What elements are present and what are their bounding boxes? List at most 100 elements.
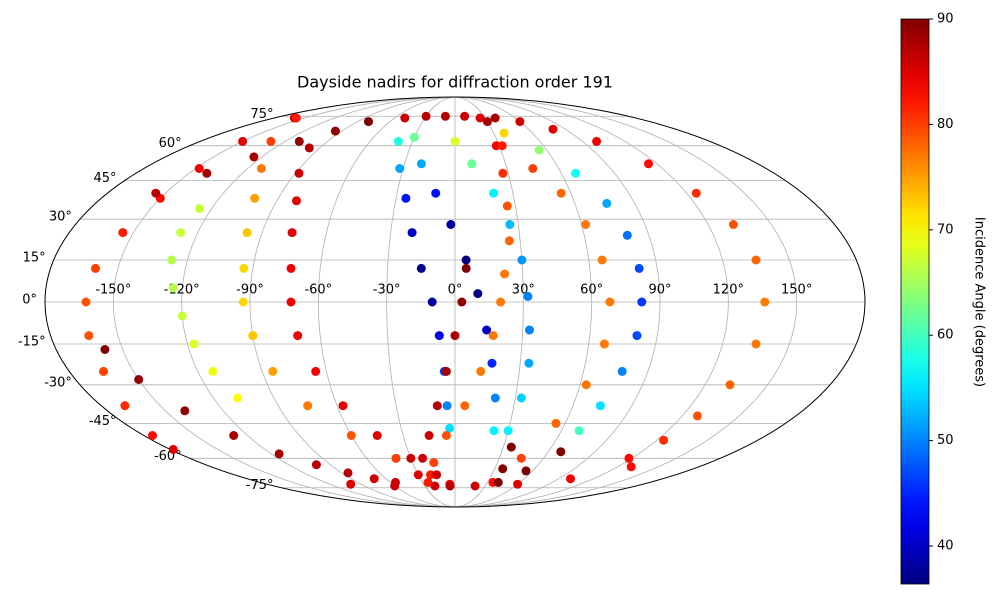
data-point — [692, 411, 702, 421]
data-point — [450, 136, 460, 146]
x-tick-label: 120° — [713, 283, 744, 298]
data-point — [168, 283, 178, 293]
data-point — [581, 380, 591, 390]
data-point — [393, 136, 403, 146]
data-point — [194, 164, 204, 173]
data-point — [338, 401, 348, 411]
data-point — [434, 331, 444, 341]
data-point — [523, 291, 533, 301]
data-point — [599, 339, 609, 349]
data-point — [521, 466, 531, 476]
data-point — [617, 366, 627, 376]
colorbar-tick-label: 70 — [937, 222, 954, 237]
data-point — [311, 460, 321, 470]
y-tick-label: 45° — [94, 171, 117, 186]
data-point — [395, 164, 405, 173]
data-point — [556, 188, 566, 198]
data-point — [233, 393, 243, 403]
x-tick-label: 60° — [580, 283, 603, 298]
data-point — [566, 474, 575, 484]
data-point — [441, 431, 451, 440]
data-point — [473, 289, 483, 299]
y-tick-label: 60° — [159, 136, 182, 151]
data-point — [266, 136, 276, 146]
data-point — [516, 393, 526, 403]
data-point — [274, 449, 284, 459]
data-point — [450, 331, 460, 341]
data-point — [238, 297, 248, 307]
data-point — [148, 431, 157, 440]
data-point — [250, 193, 260, 203]
data-point — [513, 479, 523, 489]
data-point — [242, 228, 252, 238]
data-point — [551, 418, 561, 428]
colorbar-tick-label: 80 — [937, 117, 954, 132]
data-point — [369, 474, 379, 484]
data-point — [442, 401, 452, 411]
data-point — [528, 164, 538, 173]
data-point — [476, 366, 486, 376]
data-point — [498, 168, 508, 178]
data-point — [751, 255, 761, 265]
data-point — [432, 470, 442, 480]
data-point — [134, 375, 144, 384]
data-point — [489, 188, 499, 198]
data-point — [467, 159, 477, 169]
y-tick-label: -75° — [246, 478, 274, 493]
data-point — [256, 164, 266, 173]
data-point — [424, 431, 434, 440]
colorbar-tick-label: 40 — [937, 539, 954, 554]
data-point — [499, 128, 509, 138]
data-point — [364, 117, 373, 127]
data-point — [286, 263, 296, 273]
data-point — [525, 325, 534, 335]
data-point — [167, 255, 177, 265]
data-point — [490, 113, 500, 123]
data-point — [534, 145, 544, 155]
y-tick-label: -15° — [18, 334, 46, 349]
data-point — [515, 117, 525, 127]
data-point — [432, 401, 442, 411]
data-point — [343, 468, 353, 478]
data-point — [626, 462, 636, 472]
x-tick-label: 90° — [648, 283, 671, 298]
data-point — [622, 230, 632, 240]
data-point — [418, 453, 428, 463]
data-point — [445, 481, 455, 491]
y-tick-label: -30° — [44, 375, 72, 390]
data-point — [118, 228, 128, 238]
y-tick-label: -45° — [89, 414, 117, 429]
data-point — [84, 331, 94, 341]
y-tick-label: 30° — [49, 210, 72, 225]
data-point — [202, 168, 212, 178]
data-point — [644, 159, 653, 169]
data-point — [406, 453, 416, 463]
data-point — [470, 481, 480, 491]
y-tick-label: 0° — [22, 293, 37, 308]
data-point — [482, 117, 492, 127]
data-point — [624, 453, 634, 463]
data-point — [91, 263, 100, 273]
data-point — [303, 401, 313, 411]
data-point — [634, 263, 644, 273]
data-point — [151, 188, 161, 198]
data-point — [751, 339, 761, 349]
data-point — [407, 228, 417, 238]
data-point — [100, 345, 110, 354]
data-point — [195, 204, 204, 214]
data-point — [208, 366, 218, 376]
data-point — [760, 297, 770, 307]
data-point — [330, 126, 340, 136]
data-point — [505, 220, 515, 229]
data-point — [81, 297, 91, 307]
data-point — [597, 255, 607, 265]
data-point — [248, 331, 258, 341]
x-tick-label: -60° — [304, 283, 332, 298]
data-point — [99, 366, 108, 376]
x-tick-label: -120° — [164, 283, 200, 298]
data-point — [346, 431, 356, 440]
data-point — [294, 168, 304, 178]
colorbar — [900, 18, 930, 585]
data-point — [496, 297, 506, 307]
data-point — [556, 447, 566, 457]
